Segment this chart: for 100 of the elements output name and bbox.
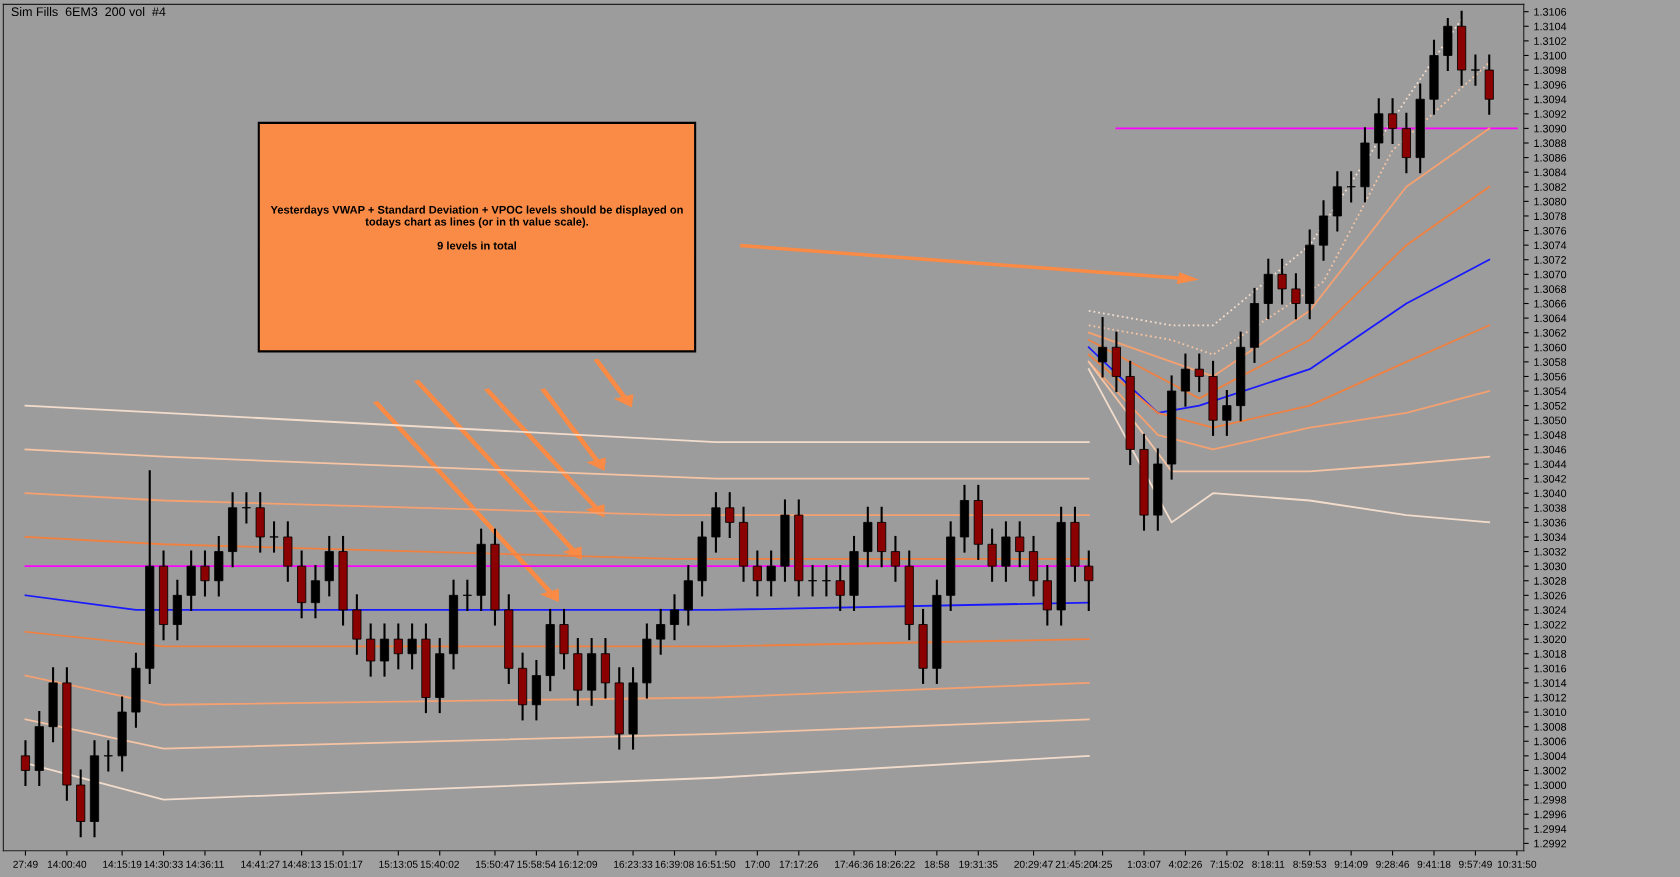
- y-tick-label: 1.3100: [1534, 51, 1567, 60]
- x-tick-label: 15:50:47: [476, 860, 515, 868]
- y-tick-label: 1.3104: [1534, 22, 1567, 31]
- x-tick-label: 14:48:13: [282, 860, 321, 868]
- y-tick-label: 1.3106: [1534, 8, 1567, 16]
- y-tick-label: 1.3026: [1534, 591, 1567, 600]
- y-tick-label: 1.3050: [1534, 416, 1567, 425]
- x-tick-label: 16:51:50: [696, 860, 736, 868]
- y-tick-label: 1.3000: [1534, 781, 1567, 790]
- x-tick-label: 16:12:09: [558, 860, 598, 868]
- y-tick-label: 1.3046: [1534, 445, 1567, 454]
- y-tick-label: 1.3060: [1534, 343, 1567, 352]
- y-tick-label: 1.3028: [1534, 577, 1567, 585]
- y-tick-label: 1.3008: [1534, 723, 1567, 731]
- candlestick: [1180, 353, 1190, 407]
- x-tick-label: 15:40:02: [420, 860, 459, 868]
- y-tick-label: 1.2996: [1534, 810, 1567, 819]
- x-tick-label: 16:39:08: [655, 860, 694, 868]
- candlestick: [462, 579, 472, 611]
- y-tick-label: 1.3084: [1534, 168, 1567, 177]
- candlestick: [752, 550, 762, 597]
- y-tick-label: 1.3088: [1534, 139, 1567, 148]
- x-tick-label: 27:49: [13, 860, 38, 868]
- line-series: [1087, 324, 1491, 429]
- candlestick: [1098, 317, 1108, 378]
- y-tick-label: 1.3022: [1534, 620, 1567, 629]
- x-tick-label: 14:30:33: [144, 860, 183, 868]
- x-tick-label: 4:02:26: [1168, 860, 1202, 868]
- x-tick-label: 15:58:54: [517, 860, 556, 868]
- x-tick-label: 8:59:53: [1293, 860, 1327, 868]
- candlestick: [407, 623, 417, 670]
- y-tick-label: 1.3096: [1534, 81, 1567, 89]
- line-series: [24, 674, 1090, 706]
- y-tick-label: 1.3062: [1534, 329, 1567, 337]
- candlestick: [366, 623, 376, 677]
- x-tick-label: 9:14:09: [1334, 860, 1368, 868]
- x-tick-label: 14:15:19: [103, 860, 142, 868]
- x-tick-label: 19:31:35: [959, 860, 998, 868]
- y-tick-label: 1.3102: [1534, 37, 1567, 45]
- candlestick: [1194, 353, 1204, 393]
- y-tick-label: 1.3064: [1534, 314, 1567, 323]
- candlestick: [1346, 171, 1356, 203]
- x-tick-label: 20:29:47: [1014, 860, 1053, 868]
- candlestick: [310, 565, 321, 619]
- x-tick-label: 8:18:11: [1252, 860, 1285, 868]
- line-series: [1087, 360, 1491, 473]
- y-tick-label: 1.3058: [1534, 358, 1567, 366]
- x-tick-label: 14:00:40: [47, 860, 87, 868]
- candlestick: [725, 492, 735, 539]
- y-tick-label: 1.3082: [1534, 183, 1567, 191]
- y-tick-label: 1.3056: [1534, 372, 1567, 381]
- candlestick: [835, 565, 845, 611]
- y-tick-label: 1.3054: [1534, 387, 1567, 396]
- x-tick-label: 15:13:05: [379, 860, 418, 868]
- x-tick-label: 7:15:02: [1210, 860, 1244, 868]
- x-tick-label: 9:41:18: [1417, 860, 1451, 868]
- x-tick-label: 17:46:36: [835, 860, 874, 868]
- y-tick-label: 1.3024: [1534, 606, 1567, 614]
- candlestick: [241, 492, 251, 524]
- candlestick: [1015, 521, 1025, 568]
- x-tick-label: 18:58: [924, 860, 950, 868]
- y-tick-label: 1.3092: [1534, 110, 1567, 118]
- y-tick-label: 1.3010: [1534, 708, 1567, 717]
- y-tick-label: 1.3052: [1534, 402, 1567, 410]
- y-tick-label: 1.3018: [1534, 650, 1567, 658]
- candlestick: [987, 528, 997, 582]
- y-tick-label: 1.3098: [1534, 66, 1567, 75]
- y-tick-label: 1.3094: [1534, 95, 1567, 104]
- candlestick: [808, 565, 818, 597]
- y-tick-label: 1.3070: [1534, 270, 1567, 279]
- line-series: [1087, 258, 1491, 414]
- line-series: [1087, 18, 1463, 327]
- line-series: [1087, 61, 1491, 356]
- y-tick-label: 1.3048: [1534, 431, 1567, 439]
- candlestick: [103, 740, 113, 772]
- y-tick-label: 1.3002: [1534, 766, 1567, 775]
- y-tick-label: 1.3036: [1534, 518, 1567, 527]
- y-tick-label: 1.3044: [1534, 460, 1567, 469]
- y-tick-label: 1.3074: [1534, 241, 1567, 250]
- x-tick-label: 17:17:26: [779, 860, 819, 868]
- y-tick-label: 1.3004: [1534, 752, 1567, 760]
- candlestick: [379, 623, 390, 677]
- y-tick-label: 1.3042: [1534, 474, 1567, 483]
- y-tick-label: 1.3066: [1534, 299, 1567, 308]
- y-tick-label: 1.3020: [1534, 635, 1567, 644]
- x-tick-label: 10:31:50: [1497, 860, 1537, 868]
- candlestick: [1291, 273, 1301, 320]
- candlestick: [890, 535, 900, 582]
- candlestick: [1222, 390, 1232, 436]
- y-tick-label: 1.2992: [1534, 839, 1567, 848]
- line-series: [1087, 127, 1491, 378]
- x-tick-label: 18:26:22: [876, 860, 915, 868]
- y-tick-label: 1.3006: [1534, 737, 1567, 746]
- x-tick-label: 17:00: [745, 860, 770, 868]
- y-tick-label: 1.3086: [1534, 153, 1567, 162]
- y-tick-label: 1.2994: [1534, 825, 1567, 833]
- x-tick-label: 1:03:07: [1127, 860, 1161, 868]
- y-tick-label: 1.3076: [1534, 226, 1567, 235]
- candlestick: [1277, 258, 1287, 305]
- candlestick: [766, 550, 776, 597]
